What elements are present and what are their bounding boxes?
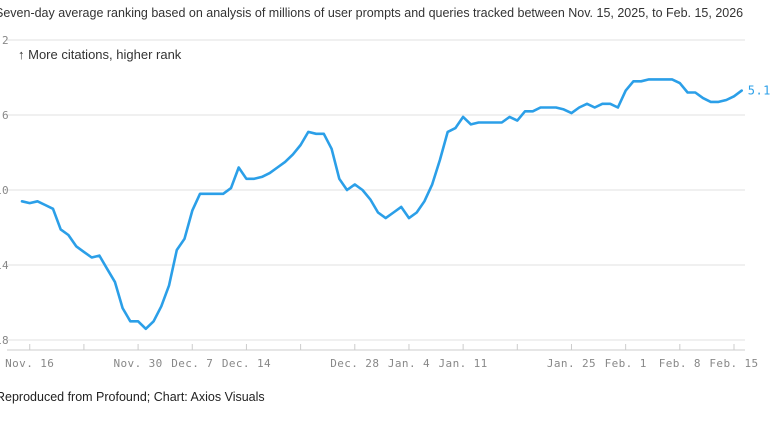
y-tick-label: 14: [0, 259, 9, 272]
y-tick-label: 2: [2, 34, 9, 47]
y-tick-label: 10: [0, 184, 9, 197]
end-value-label: 5.14: [748, 84, 770, 98]
source-credit: Reproduced from Profound; Chart: Axios V…: [0, 390, 265, 404]
x-tick-label: Nov. 30: [114, 357, 163, 370]
x-tick-label: Jan. 11: [439, 357, 488, 370]
x-tick-label: Jan. 25: [547, 357, 596, 370]
series-layer: [20, 78, 744, 331]
x-tick-label: Dec. 28: [330, 357, 379, 370]
end-label-layer: 5.14: [748, 84, 770, 98]
x-tick-label: Feb. 8: [659, 357, 701, 370]
x-tick-label: Feb. 1: [605, 357, 647, 370]
grid-lines: [7, 39, 745, 341]
x-tick-label: Jan. 4: [388, 357, 430, 370]
y-axis-ticks: 2 6 10 14 18: [0, 34, 9, 347]
x-tick-label: Feb. 15: [709, 357, 758, 370]
x-tick-label: Nov. 16: [5, 357, 54, 370]
x-tick-label: Dec. 14: [222, 357, 271, 370]
chart-subtitle: Seven-day average ranking based on analy…: [0, 6, 744, 20]
y-axis-direction-note: ↑ More citations, higher rank: [18, 47, 182, 62]
x-axis-ticks: Nov. 16 Nov. 30 Dec. 7 Dec. 14 Dec. 28 Jan. 4…: [5, 344, 758, 370]
y-tick-label: 18: [0, 334, 9, 347]
ranking-series-line: [20, 78, 744, 331]
x-tick-label: Dec. 7: [171, 357, 213, 370]
y-tick-label: 6: [2, 109, 9, 122]
